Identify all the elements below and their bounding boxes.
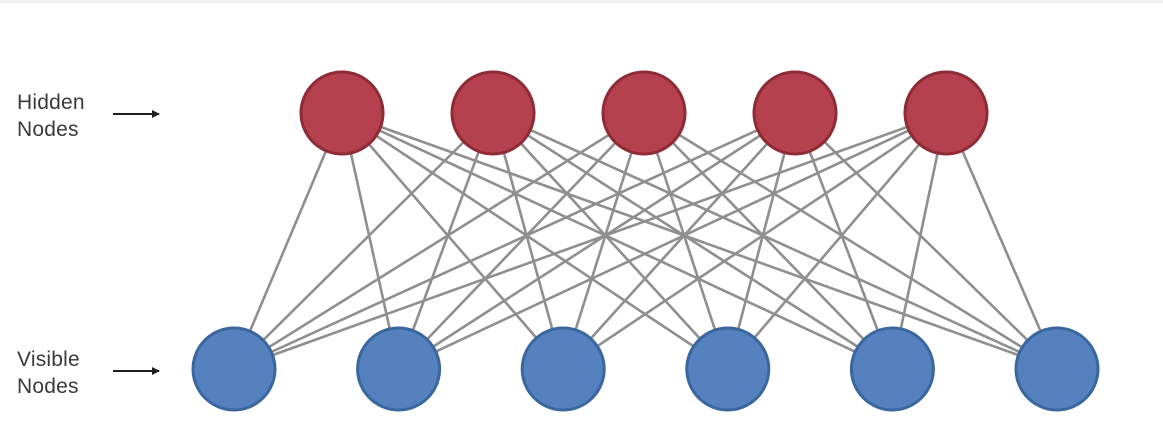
edge-h4-v6 bbox=[793, 111, 1059, 371]
visible-nodes-label: Visible Nodes bbox=[17, 346, 80, 400]
visible-node-3 bbox=[520, 326, 606, 412]
hidden-node-4 bbox=[752, 70, 838, 156]
hidden-nodes-label-line2: Nodes bbox=[17, 118, 79, 141]
edge-h2-v2 bbox=[397, 111, 495, 371]
edge-h2-v1 bbox=[232, 111, 495, 371]
edge-h1-v6 bbox=[340, 111, 1059, 371]
edge-h4-v4 bbox=[726, 111, 797, 371]
edge-h5-v4 bbox=[726, 111, 948, 371]
top-band bbox=[0, 0, 1163, 3]
edge-h1-v3 bbox=[340, 111, 565, 371]
edge-h3-v1 bbox=[232, 111, 646, 371]
edge-h5-v1 bbox=[232, 111, 948, 371]
edge-h1-v1 bbox=[232, 111, 344, 371]
visible-node-5 bbox=[849, 326, 935, 412]
hidden-node-2 bbox=[450, 70, 536, 156]
hidden-node-5 bbox=[903, 70, 989, 156]
edge-h4-v1 bbox=[232, 111, 797, 371]
edge-h4-v2 bbox=[397, 111, 797, 371]
edge-h4-v5 bbox=[793, 111, 894, 371]
edge-h2-v5 bbox=[491, 111, 894, 371]
visible-nodes-label-line1: Visible bbox=[17, 348, 80, 371]
edge-h3-v4 bbox=[642, 111, 730, 371]
visible-node-1 bbox=[191, 326, 277, 412]
visible-nodes-label-line2: Nodes bbox=[17, 375, 79, 398]
hidden-node-1 bbox=[299, 70, 385, 156]
edge-h5-v5 bbox=[891, 111, 948, 371]
visible-layer bbox=[191, 326, 1100, 412]
edge-h5-v3 bbox=[561, 111, 948, 371]
edge-h5-v6 bbox=[944, 111, 1059, 371]
edge-h4-v3 bbox=[561, 111, 797, 371]
edge-h1-v2 bbox=[340, 111, 400, 371]
visible-node-4 bbox=[685, 326, 771, 412]
edge-h2-v6 bbox=[491, 111, 1059, 371]
visible-node-6 bbox=[1014, 326, 1100, 412]
hidden-layer bbox=[299, 70, 989, 156]
edge-h3-v5 bbox=[642, 111, 894, 371]
edge-h3-v3 bbox=[561, 111, 646, 371]
hidden-nodes-label-line1: Hidden bbox=[17, 91, 85, 114]
edge-h2-v3 bbox=[491, 111, 565, 371]
edge-h1-v5 bbox=[340, 111, 894, 371]
edge-h5-v2 bbox=[397, 111, 948, 371]
edge-h2-v4 bbox=[491, 111, 730, 371]
connections bbox=[232, 111, 1059, 371]
hidden-nodes-label: Hidden Nodes bbox=[17, 89, 85, 143]
edge-h3-v6 bbox=[642, 111, 1059, 371]
hidden-node-3 bbox=[601, 70, 687, 156]
edge-h1-v4 bbox=[340, 111, 730, 371]
visible-node-2 bbox=[356, 326, 442, 412]
edge-h3-v2 bbox=[397, 111, 646, 371]
